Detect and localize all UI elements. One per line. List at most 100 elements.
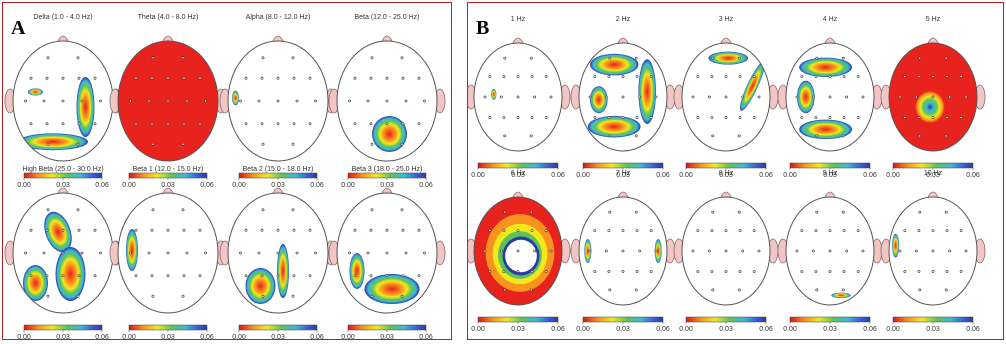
colorbar (23, 324, 103, 331)
electrode (815, 134, 819, 138)
electrode (257, 251, 261, 255)
electrode (147, 99, 151, 103)
electrode (185, 251, 189, 255)
electrode (483, 249, 487, 253)
panel-a: A Delta (1.0 - 4.0 Hz) 0.00 0.03 0.06 Theta … (2, 2, 452, 340)
electrode (691, 95, 695, 99)
electrode (741, 249, 745, 253)
electrode (544, 116, 548, 119)
electrode (348, 99, 351, 103)
activation-region (23, 265, 48, 301)
activation-region (740, 61, 765, 111)
electrode (29, 76, 33, 80)
electrode (828, 270, 832, 273)
electrode (828, 95, 832, 99)
activation-region (55, 247, 86, 301)
electrode (150, 274, 154, 278)
electrode (46, 208, 50, 212)
electrode (93, 122, 97, 126)
electrode (593, 75, 597, 78)
electrode (516, 249, 520, 253)
head-outline (578, 196, 668, 306)
electrode (244, 76, 248, 80)
topomap-title: 3 Hz (719, 16, 734, 23)
colorbar-tick-label: 0.03 (926, 326, 940, 333)
colorbar-tick-label: 0.06 (200, 334, 214, 340)
electrode (244, 274, 248, 278)
colorbar-tick-label: 0.03 (56, 182, 70, 189)
electrode (353, 228, 357, 232)
colorbar (347, 324, 427, 331)
electrode (815, 288, 819, 292)
electrode (276, 274, 280, 278)
electrode (530, 75, 534, 78)
electrode (502, 270, 506, 273)
topomap: 4 Hz 0.00 0.03 0.06 (777, 16, 883, 179)
topomap-title: Beta 2 (15.0 - 18.0 Hz) (243, 166, 314, 173)
colorbar-tick-label: 0.00 (679, 172, 693, 179)
electrode (261, 142, 265, 146)
topomap: 5 Hz 0.00 0.03 0.06 (880, 16, 986, 179)
electrode (93, 274, 97, 278)
electrode (292, 274, 296, 278)
activation-region (76, 77, 95, 137)
colorbar (23, 172, 103, 179)
electrode (61, 274, 65, 278)
electrode (861, 249, 865, 253)
electrode (959, 75, 963, 78)
electrode (134, 228, 138, 232)
electrode (61, 122, 65, 126)
electrode (549, 249, 553, 253)
electrode (29, 228, 33, 232)
topomap-title: 4 Hz (823, 16, 838, 23)
head-outline (473, 42, 563, 152)
electrode (903, 75, 907, 78)
colorbar-tick-label: 0.00 (576, 326, 590, 333)
electrode (45, 122, 49, 126)
electrode (948, 95, 952, 99)
activation-region (349, 253, 365, 289)
electrode (499, 95, 503, 99)
electrode (931, 270, 935, 273)
activation-region (277, 244, 289, 298)
electrode (198, 274, 202, 278)
electrode (276, 76, 280, 80)
topomap: 1 Hz 0.00 0.03 0.06 (468, 16, 571, 179)
activation-region (799, 119, 852, 140)
electrode (150, 122, 154, 126)
electrode (24, 251, 27, 255)
colorbar-tick-label: 0.06 (551, 172, 565, 179)
activation-region (590, 86, 608, 114)
panel-b: B 1 Hz 0.00 0.03 0.06 2 Hz 0.00 0.03 0.06 3 Hz 0.… (467, 2, 1004, 340)
electrode (198, 122, 202, 126)
electrode (260, 228, 264, 232)
electrode (649, 75, 653, 78)
electrode (607, 229, 611, 232)
colorbar-tick-label: 0.00 (886, 172, 900, 179)
electrode (811, 95, 815, 99)
electrode (944, 288, 948, 292)
electrode (385, 122, 389, 126)
electrode (516, 95, 520, 99)
electrode (77, 274, 81, 278)
electrode (944, 56, 948, 60)
electrode (516, 116, 520, 119)
topomap-title: Beta (12.0 - 25.0 Hz) (355, 14, 420, 21)
electrode (814, 229, 818, 232)
electrode (42, 99, 46, 103)
electrode (151, 56, 155, 60)
electrode (369, 228, 373, 232)
head-outline (578, 42, 668, 152)
electrode (244, 122, 248, 126)
electrode (369, 274, 373, 278)
colorbar-tick-label: 0.06 (863, 172, 877, 179)
head-outline (117, 40, 219, 162)
electrode (182, 228, 186, 232)
colorbar-tick-label: 0.03 (719, 326, 733, 333)
electrode (404, 251, 408, 255)
colorbar-tick-label: 0.00 (122, 182, 136, 189)
colorbar-tick-label: 0.06 (966, 326, 980, 333)
electrode (604, 95, 608, 99)
colorbar-tick-label: 0.03 (616, 326, 630, 333)
colorbar-tick-label: 0.00 (341, 334, 355, 340)
